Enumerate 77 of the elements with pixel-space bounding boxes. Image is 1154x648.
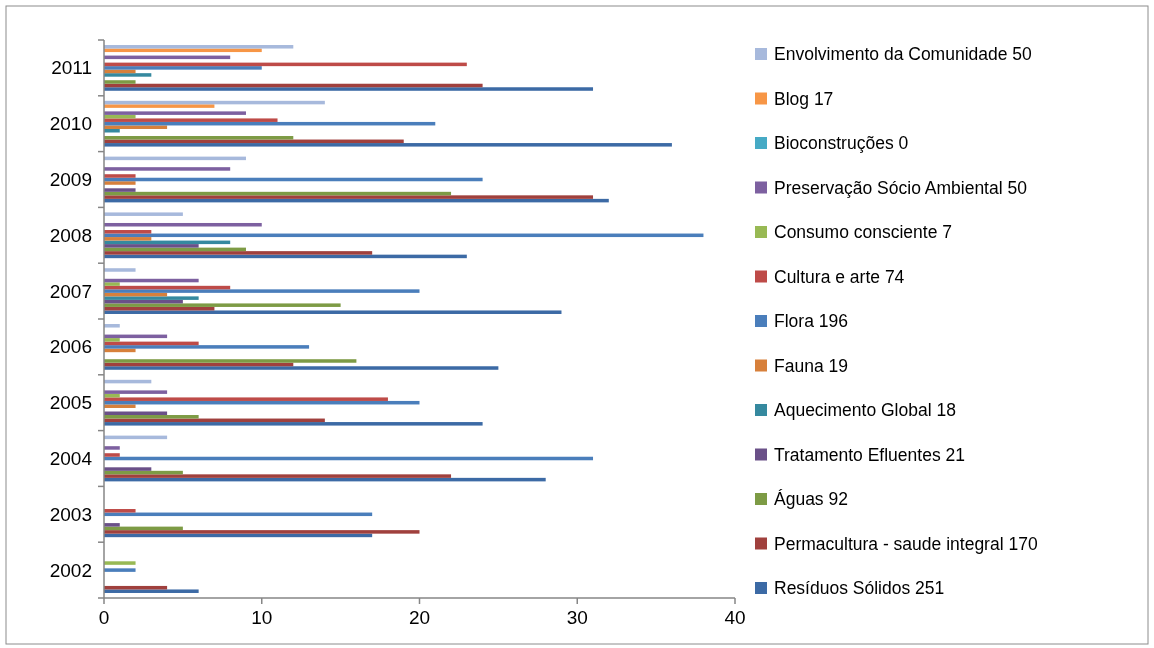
- y-tick-label: 2004: [49, 448, 93, 469]
- legend-label: Aquecimento Global 18: [774, 400, 956, 420]
- bar: [104, 167, 231, 171]
- bar: [104, 324, 120, 328]
- bar: [104, 45, 294, 49]
- y-tick-label: 2005: [49, 392, 92, 414]
- legend-label: Fauna 19: [774, 355, 848, 376]
- bar: [104, 282, 120, 286]
- bar: [104, 268, 136, 272]
- bar: [104, 422, 483, 426]
- bar: [104, 289, 420, 293]
- bar: [104, 568, 136, 572]
- bar: [104, 338, 120, 342]
- y-tick-label: 2008: [49, 224, 92, 246]
- bar: [104, 509, 136, 513]
- y-tick-label: 2003: [49, 503, 92, 525]
- bar: [104, 195, 594, 199]
- bar: [104, 390, 168, 394]
- x-tick-label: 10: [251, 607, 273, 628]
- y-tick-label: 2007: [49, 280, 92, 302]
- bar: [104, 523, 120, 527]
- bar: [104, 589, 199, 593]
- bar: [104, 188, 136, 192]
- legend-label: Flora 196: [774, 311, 848, 331]
- y-tick-label: 2006: [49, 336, 92, 358]
- legend-label: Tratamento Efluentes 21: [774, 444, 965, 465]
- bar: [104, 237, 152, 241]
- bar: [104, 212, 183, 216]
- bar: [104, 296, 199, 300]
- legend-label: Cultura e arte 74: [774, 266, 905, 287]
- bar: [104, 530, 420, 534]
- y-tick-label: 2011: [51, 57, 92, 79]
- bar: [104, 453, 120, 457]
- bar: [104, 359, 357, 363]
- bar: [104, 345, 310, 349]
- y-tick-label: 2002: [49, 559, 92, 581]
- bar: [104, 80, 136, 84]
- bar: [104, 251, 373, 255]
- bar: [104, 104, 215, 108]
- bar: [104, 561, 136, 565]
- legend-label: Águas 92: [774, 489, 848, 509]
- legend-label: Envolvimento da Comunidade 50: [774, 44, 1033, 64]
- bar: [104, 181, 136, 185]
- bar: [104, 222, 262, 227]
- bar: [104, 244, 199, 248]
- legend-label: Consumo consciente 7: [774, 222, 953, 242]
- bar: [104, 125, 168, 129]
- bar: [104, 474, 452, 478]
- bar: [104, 136, 294, 140]
- bar: [104, 118, 278, 122]
- y-tick-label: 2009: [49, 169, 92, 190]
- legend-label: Resíduos Sólidos 251: [774, 578, 945, 598]
- legend-label: Permacultura - saude integral 170: [774, 533, 1038, 554]
- bar: [104, 174, 136, 178]
- x-tick-label: 40: [724, 607, 746, 628]
- bar: [104, 404, 136, 408]
- bar: [104, 467, 152, 471]
- bar: [104, 415, 199, 419]
- x-tick-label: 30: [566, 607, 588, 628]
- bar: [104, 303, 341, 307]
- bar: [104, 111, 246, 115]
- bar: [104, 397, 388, 401]
- bar: [104, 230, 152, 234]
- bar: [104, 73, 152, 77]
- bar: [104, 310, 562, 314]
- legend-label: Bioconstruções 0: [774, 133, 909, 153]
- legend-label: Blog 17: [774, 88, 834, 109]
- legend-label: Preservação Sócio Ambiental 50: [774, 177, 1028, 198]
- bar: [104, 366, 499, 370]
- bar: [104, 411, 168, 416]
- x-tick-label: 0: [98, 607, 110, 628]
- bar: [104, 66, 262, 70]
- bar: [104, 143, 672, 147]
- y-tick-label: 2010: [49, 113, 92, 135]
- x-tick-label: 20: [408, 607, 431, 628]
- bar: [104, 87, 594, 91]
- bar: [104, 446, 120, 450]
